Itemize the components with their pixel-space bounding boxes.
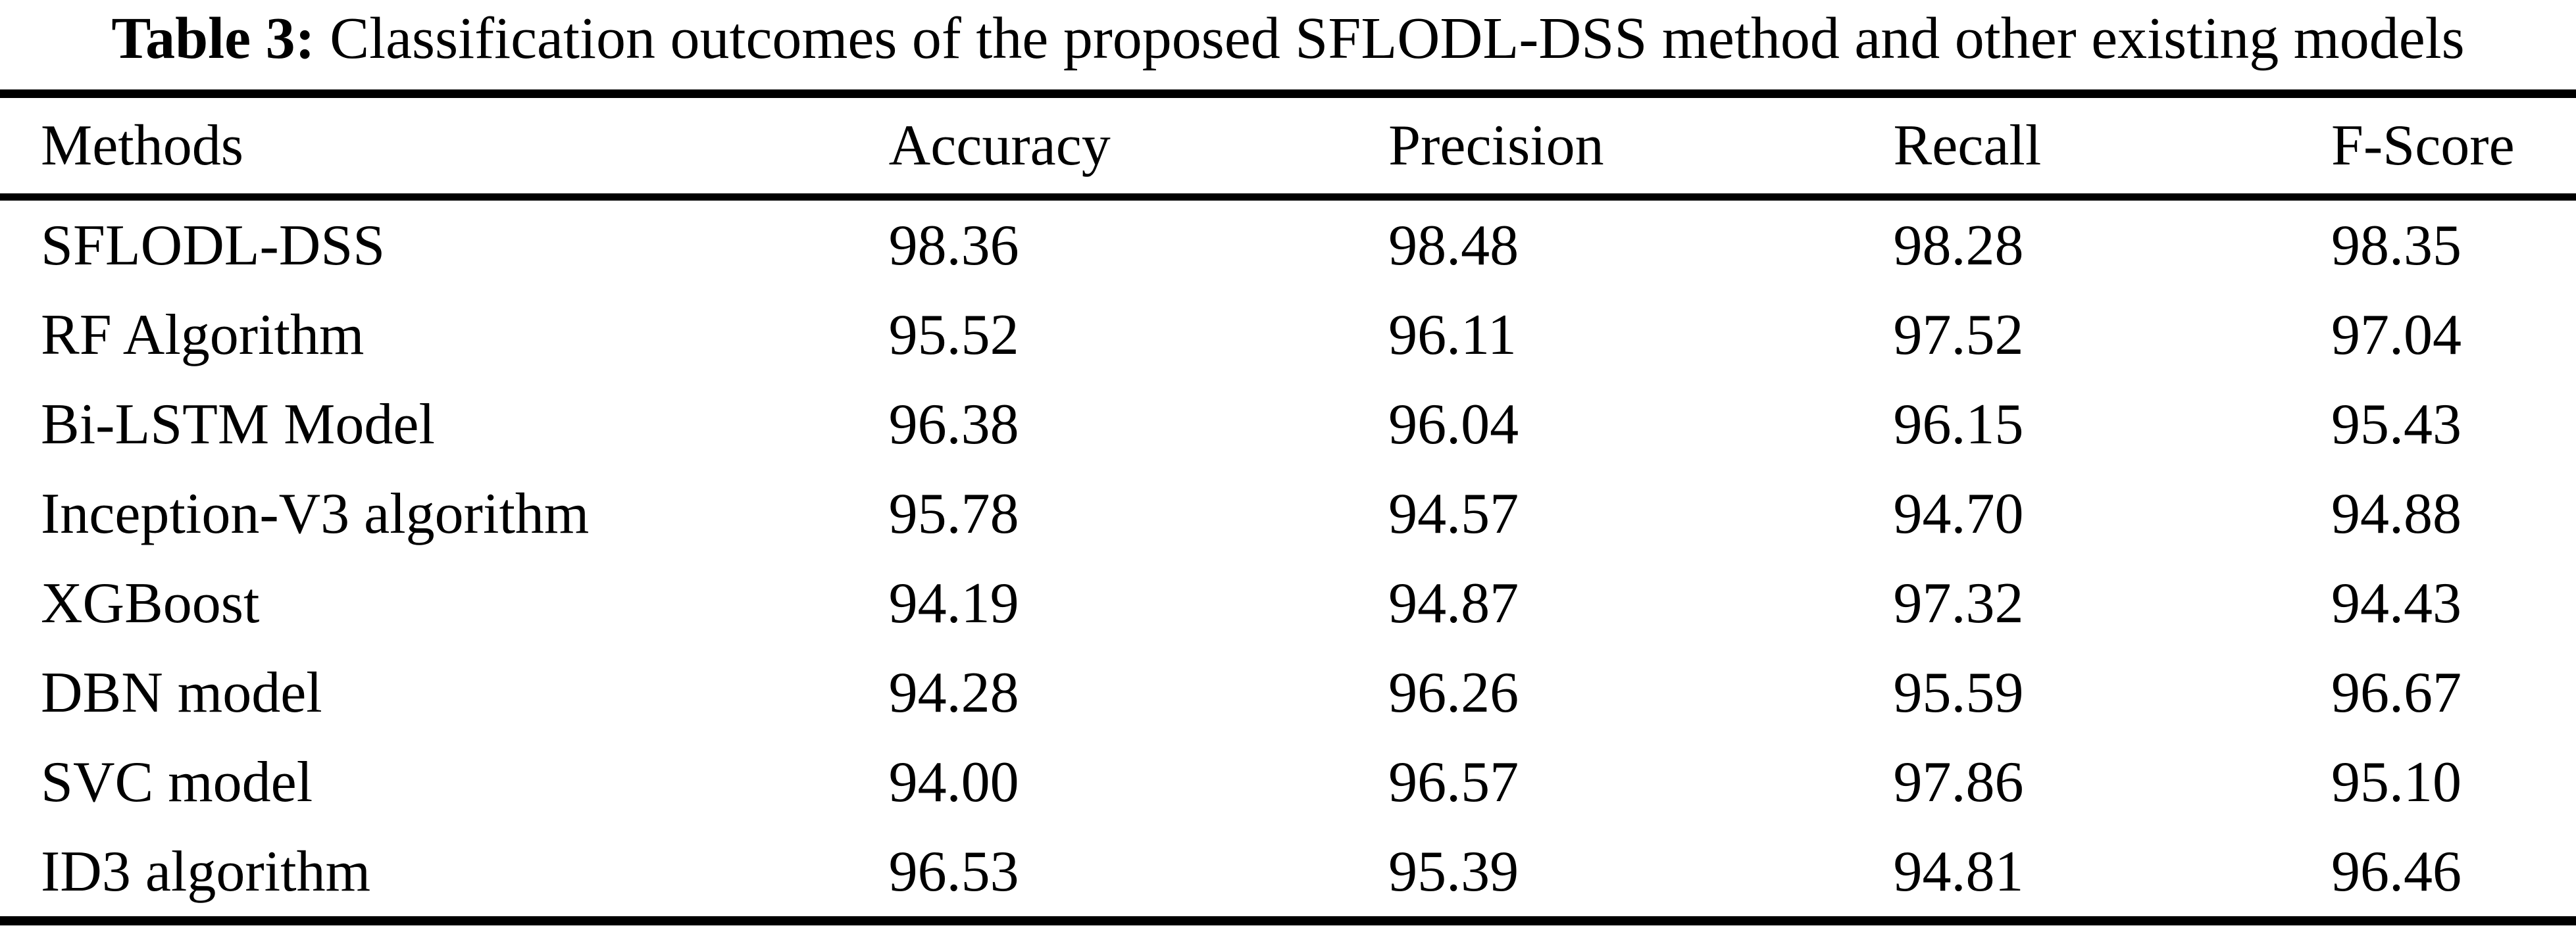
column-header-recall: Recall	[1893, 93, 2332, 201]
table-body: SFLODL-DSS 98.36 98.48 98.28 98.35 RF Al…	[0, 197, 2576, 921]
cell-method: ID3 algorithm	[41, 839, 371, 904]
column-header-accuracy: Accuracy	[888, 93, 1389, 201]
cell-precision: 98.48	[1388, 213, 1519, 278]
caption-text: Classification outcomes of the proposed …	[315, 6, 2465, 71]
column-header-methods: Methods	[0, 93, 889, 201]
cell-recall: 94.81	[1893, 839, 2024, 904]
cell-recall: 97.86	[1893, 750, 2024, 814]
cell-precision: 95.39	[1388, 839, 1519, 904]
cell-fscore: 94.43	[2331, 571, 2462, 635]
column-header-precision: Precision	[1388, 93, 1894, 201]
cell-recall: 98.28	[1893, 213, 2024, 278]
cell-method: DBN model	[41, 660, 322, 725]
table-row: DBN model 94.28 96.26 95.59 96.67	[0, 648, 2576, 737]
table-row: Bi-LSTM Model 96.38 96.04 96.15 95.43	[0, 380, 2576, 469]
table-row: RF Algorithm 95.52 96.11 97.52 97.04	[0, 290, 2576, 380]
cell-precision: 96.11	[1388, 303, 1517, 367]
cell-accuracy: 94.19	[888, 571, 1019, 635]
cell-accuracy: 96.38	[888, 392, 1019, 456]
cell-fscore: 94.88	[2331, 481, 2462, 546]
cell-recall: 97.52	[1893, 303, 2024, 367]
cell-fscore: 95.43	[2331, 392, 2462, 456]
cell-precision: 96.26	[1388, 660, 1519, 725]
cell-accuracy: 95.52	[888, 303, 1019, 367]
cell-fscore: 97.04	[2331, 303, 2462, 367]
cell-method: SVC model	[41, 750, 313, 814]
results-table: Methods Accuracy Precision Recall F-Scor…	[0, 89, 2576, 926]
table-row: ID3 algorithm 96.53 95.39 94.81 96.46	[0, 827, 2576, 921]
cell-accuracy: 95.78	[888, 481, 1019, 546]
cell-method: Bi-LSTM Model	[41, 392, 435, 456]
cell-method: XGBoost	[41, 571, 260, 635]
cell-fscore: 95.10	[2331, 750, 2462, 814]
cell-precision: 96.04	[1388, 392, 1519, 456]
cell-method: Inception-V3 algorithm	[41, 481, 590, 546]
cell-accuracy: 96.53	[888, 839, 1019, 904]
cell-precision: 94.57	[1388, 481, 1519, 546]
column-header-fscore: F-Score	[2331, 93, 2576, 201]
table-header: Methods Accuracy Precision Recall F-Scor…	[0, 93, 2576, 201]
cell-method: SFLODL-DSS	[41, 213, 386, 278]
cell-accuracy: 98.36	[888, 213, 1019, 278]
cell-fscore: 96.67	[2331, 660, 2462, 725]
caption-label: Table 3:	[111, 6, 315, 71]
cell-fscore: 96.46	[2331, 839, 2462, 904]
table-row: SVC model 94.00 96.57 97.86 95.10	[0, 737, 2576, 827]
table-caption: Table 3: Classification outcomes of the …	[0, 0, 2576, 74]
cell-recall: 97.32	[1893, 571, 2024, 635]
table-row: Inception-V3 algorithm 95.78 94.57 94.70…	[0, 469, 2576, 558]
table-row: SFLODL-DSS 98.36 98.48 98.28 98.35	[0, 197, 2576, 291]
cell-recall: 96.15	[1893, 392, 2024, 456]
cell-precision: 96.57	[1388, 750, 1519, 814]
cell-recall: 94.70	[1893, 481, 2024, 546]
cell-accuracy: 94.28	[888, 660, 1019, 725]
cell-fscore: 98.35	[2331, 213, 2462, 278]
cell-method: RF Algorithm	[41, 303, 365, 367]
table-row: XGBoost 94.19 94.87 97.32 94.43	[0, 558, 2576, 648]
header-row: Methods Accuracy Precision Recall F-Scor…	[0, 93, 2576, 201]
cell-recall: 95.59	[1893, 660, 2024, 725]
cell-accuracy: 94.00	[888, 750, 1019, 814]
cell-precision: 94.87	[1388, 571, 1519, 635]
